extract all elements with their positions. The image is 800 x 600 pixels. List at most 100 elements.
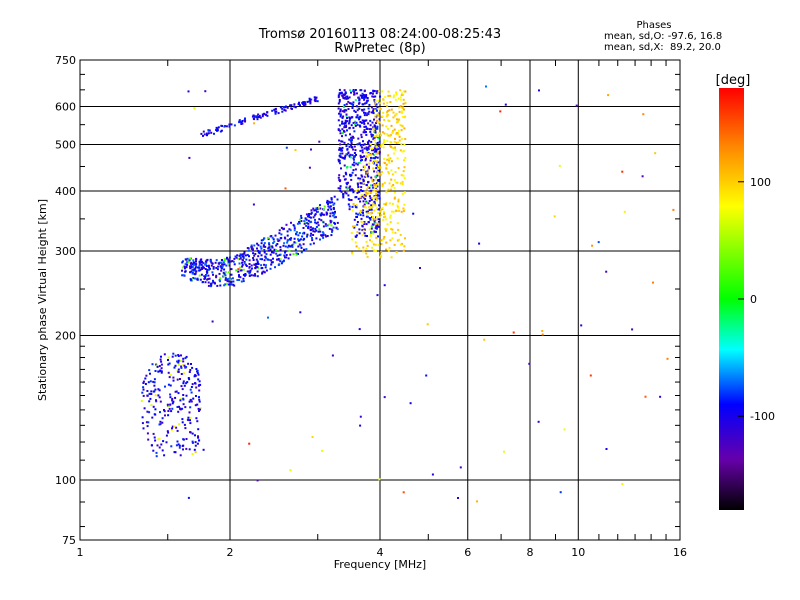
data-point <box>316 210 319 213</box>
data-point <box>244 120 246 123</box>
data-point <box>365 133 368 136</box>
data-point <box>362 246 365 249</box>
data-point <box>341 140 344 143</box>
data-point <box>362 121 365 124</box>
data-point <box>379 166 382 169</box>
data-point <box>376 222 379 225</box>
data-point <box>309 228 312 231</box>
data-point <box>369 206 371 209</box>
data-point <box>374 116 377 119</box>
data-point <box>365 240 368 243</box>
data-point <box>315 237 318 240</box>
data-point <box>231 277 234 280</box>
data-point <box>348 199 351 201</box>
data-point <box>243 262 246 265</box>
data-point <box>336 228 339 231</box>
y-tick-label: 500 <box>55 139 76 152</box>
data-point <box>198 439 200 442</box>
data-point <box>392 111 395 114</box>
data-point <box>279 248 282 251</box>
data-point <box>377 165 380 167</box>
data-point <box>537 420 540 423</box>
data-point <box>207 274 210 277</box>
data-point <box>368 139 371 142</box>
data-point <box>344 92 347 95</box>
data-point <box>382 161 385 164</box>
data-point <box>261 267 264 269</box>
data-point <box>205 265 208 267</box>
data-point <box>398 106 401 109</box>
data-point <box>198 400 201 403</box>
data-point <box>203 133 206 136</box>
data-point <box>400 98 402 101</box>
data-point <box>293 105 296 108</box>
data-point <box>152 432 155 435</box>
data-point <box>349 139 352 142</box>
data-point <box>338 139 341 142</box>
data-point <box>298 221 301 223</box>
data-point <box>210 284 213 287</box>
data-point <box>363 143 366 146</box>
data-point <box>154 370 157 372</box>
data-point <box>394 171 397 173</box>
data-point <box>254 115 257 118</box>
data-point <box>398 135 401 138</box>
data-point <box>160 443 163 446</box>
data-point <box>366 97 369 99</box>
data-point <box>365 210 368 213</box>
data-point <box>397 206 400 209</box>
data-point <box>298 243 301 246</box>
data-point <box>404 138 407 140</box>
data-point <box>176 440 179 443</box>
data-point <box>270 259 273 262</box>
data-point <box>257 255 260 258</box>
data-point <box>395 209 398 212</box>
data-point <box>182 360 185 363</box>
data-point <box>376 160 379 163</box>
data-point <box>257 249 260 252</box>
data-point <box>345 97 348 100</box>
data-point <box>158 396 161 399</box>
data-point <box>383 158 385 160</box>
data-point <box>397 133 400 136</box>
data-point <box>258 252 261 255</box>
data-point <box>379 145 382 148</box>
data-point <box>353 93 356 96</box>
data-point <box>157 370 160 373</box>
data-point <box>298 218 301 221</box>
data-point <box>211 320 214 323</box>
data-point <box>299 104 301 107</box>
data-point <box>326 201 328 204</box>
data-point <box>271 236 274 239</box>
data-point <box>378 478 381 481</box>
data-point <box>189 419 191 422</box>
data-point <box>233 263 236 266</box>
data-point <box>266 236 269 239</box>
data-point <box>373 90 376 92</box>
data-point <box>224 278 227 281</box>
data-point <box>305 248 308 251</box>
data-point <box>141 416 144 419</box>
data-point <box>372 167 375 170</box>
data-point <box>219 280 221 283</box>
data-point <box>224 277 227 280</box>
data-point <box>252 117 255 120</box>
data-point <box>195 260 197 263</box>
data-point <box>381 124 384 127</box>
data-point <box>155 451 158 454</box>
data-point <box>351 188 353 191</box>
data-point <box>251 115 254 118</box>
data-point <box>221 265 224 268</box>
data-point <box>341 116 344 119</box>
data-point <box>167 356 170 359</box>
data-point <box>398 129 400 132</box>
data-point <box>374 125 377 128</box>
data-point <box>398 209 401 212</box>
data-point <box>399 149 402 152</box>
data-point <box>358 328 361 331</box>
data-point <box>363 147 366 150</box>
data-point <box>344 126 347 128</box>
data-point <box>318 206 320 209</box>
data-point <box>223 258 226 261</box>
data-point <box>381 171 383 173</box>
